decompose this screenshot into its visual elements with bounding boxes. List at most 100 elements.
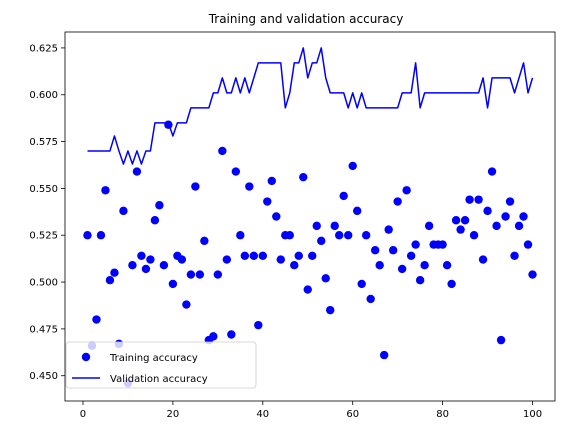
training-accuracy-point <box>96 231 106 240</box>
training-accuracy-point <box>415 275 425 285</box>
training-accuracy-point <box>357 279 366 289</box>
training-accuracy-point <box>370 246 380 255</box>
training-accuracy-point <box>263 197 272 206</box>
training-accuracy-point <box>110 268 119 277</box>
training-accuracy-point <box>159 261 169 270</box>
training-accuracy-point <box>469 231 479 240</box>
training-accuracy-point <box>191 182 200 191</box>
training-accuracy-point <box>294 251 303 261</box>
training-accuracy-point <box>299 172 308 182</box>
training-accuracy-point <box>388 246 398 255</box>
training-accuracy-point <box>492 221 501 231</box>
y-tick-label: 0.525 <box>29 231 58 242</box>
training-accuracy-point <box>330 221 339 231</box>
training-accuracy-point <box>344 231 353 240</box>
y-tick-label: 0.625 <box>29 43 58 54</box>
training-accuracy-point <box>456 225 465 234</box>
x-tick-label: 100 <box>523 409 542 420</box>
training-accuracy-point <box>245 182 254 191</box>
training-accuracy-point <box>218 146 227 156</box>
validation-accuracy-line <box>87 47 534 165</box>
y-tick-label: 0.550 <box>29 184 58 195</box>
x-tick-label: 60 <box>346 409 359 420</box>
y-tick-label: 0.475 <box>29 324 58 335</box>
training-accuracy-point <box>312 221 321 231</box>
training-accuracy-point <box>240 251 250 261</box>
training-accuracy-point <box>83 231 92 240</box>
training-accuracy-point <box>519 212 528 221</box>
training-accuracy-point <box>474 195 483 204</box>
training-accuracy-point <box>420 261 429 270</box>
training-accuracy-point <box>200 236 209 246</box>
training-accuracy-point <box>308 251 317 261</box>
y-tick-label: 0.500 <box>29 278 58 289</box>
training-accuracy-point <box>451 216 461 225</box>
training-accuracy-point <box>397 264 407 274</box>
training-accuracy-point <box>182 300 191 309</box>
training-accuracy-point <box>510 251 519 261</box>
x-tick-label: 80 <box>436 409 449 420</box>
training-accuracy-point <box>249 251 259 261</box>
training-accuracy-point <box>195 270 205 279</box>
training-accuracy-point <box>258 251 267 261</box>
training-accuracy-point <box>101 186 110 195</box>
training-accuracy-point <box>353 206 362 216</box>
training-accuracy-point <box>227 330 236 339</box>
training-accuracy-point <box>186 270 196 279</box>
training-accuracy-point <box>501 212 510 221</box>
training-accuracy-point <box>411 240 420 249</box>
training-accuracy-point <box>321 274 330 283</box>
training-accuracy-point <box>339 191 348 201</box>
training-accuracy-point <box>379 350 389 360</box>
training-accuracy-point <box>254 320 263 330</box>
training-accuracy-point <box>496 335 506 345</box>
training-accuracy-point <box>303 285 312 294</box>
training-accuracy-point <box>483 206 492 216</box>
training-accuracy-point <box>236 231 245 240</box>
chart-title: Training and validation accuracy <box>208 12 404 26</box>
training-accuracy-point <box>487 167 497 176</box>
training-accuracy-point <box>146 255 155 264</box>
legend-label: Training accuracy <box>109 353 198 364</box>
training-accuracy-point <box>465 195 474 204</box>
training-accuracy-point <box>290 261 299 270</box>
training-accuracy-point <box>335 231 344 240</box>
training-accuracy-point <box>213 270 223 279</box>
training-accuracy-point <box>528 270 537 279</box>
training-accuracy-point <box>384 225 393 234</box>
training-accuracy-point <box>231 167 241 176</box>
training-accuracy-point <box>442 261 452 270</box>
training-accuracy-point <box>424 221 434 231</box>
training-accuracy-point <box>514 221 524 231</box>
training-accuracy-point <box>361 231 371 240</box>
training-accuracy-point <box>105 275 115 285</box>
training-accuracy-point <box>128 261 137 270</box>
training-accuracy-point <box>272 212 281 221</box>
training-accuracy-point <box>285 231 294 240</box>
training-accuracy-point <box>348 161 357 171</box>
training-accuracy-point <box>267 176 276 186</box>
training-accuracy-point <box>209 332 218 341</box>
training-accuracy-point <box>276 255 285 264</box>
training-accuracy-point <box>438 240 447 249</box>
training-accuracy-point <box>137 251 146 261</box>
training-accuracy-point <box>375 261 384 270</box>
legend-label: Validation accuracy <box>110 374 208 385</box>
training-accuracy-point <box>447 279 456 289</box>
training-accuracy-point <box>141 264 151 274</box>
training-accuracy-point <box>523 240 533 249</box>
y-tick-label: 0.600 <box>29 90 58 101</box>
training-accuracy-point <box>222 255 232 264</box>
x-tick-label: 0 <box>80 409 86 420</box>
legend-marker-swatch <box>81 352 91 362</box>
training-accuracy-point <box>177 255 187 264</box>
training-accuracy-point <box>326 305 335 315</box>
training-accuracy-point <box>402 186 411 195</box>
training-accuracy-point <box>92 315 101 324</box>
y-tick-label: 0.575 <box>29 137 58 148</box>
training-accuracy-point <box>119 206 128 216</box>
x-tick-label: 20 <box>167 409 180 420</box>
training-accuracy-point <box>150 216 160 225</box>
training-accuracy-point <box>155 201 164 210</box>
